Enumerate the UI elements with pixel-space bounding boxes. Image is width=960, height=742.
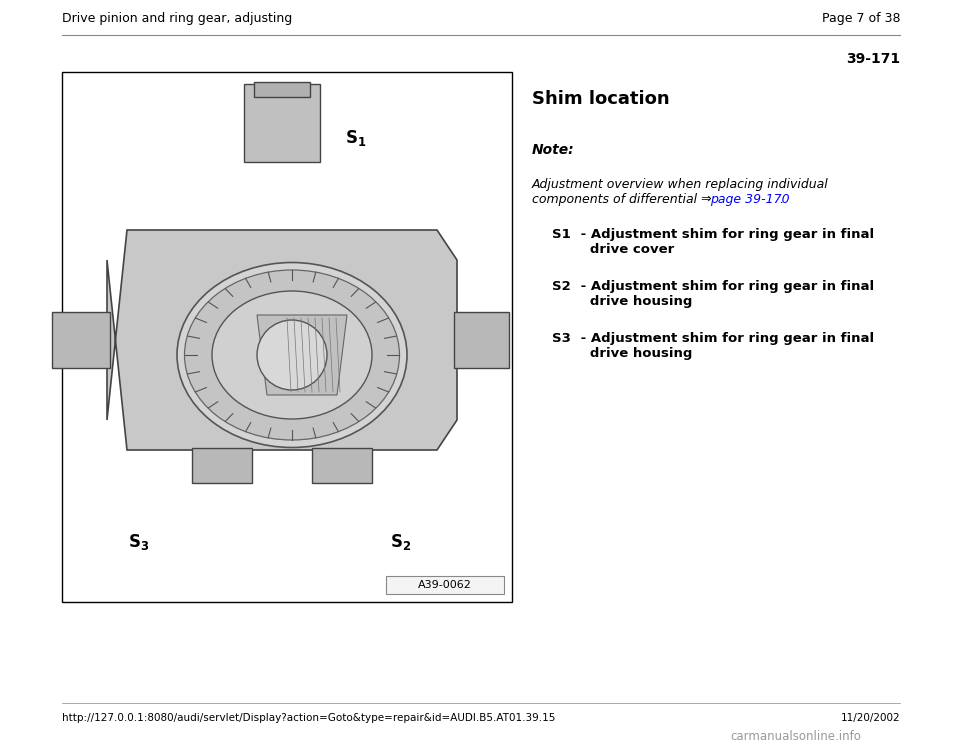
Text: components of differential ⇒: components of differential ⇒ bbox=[532, 193, 715, 206]
Text: Adjustment overview when replacing individual: Adjustment overview when replacing indiv… bbox=[532, 178, 828, 191]
Text: page 39-170: page 39-170 bbox=[710, 193, 790, 206]
Text: - Adjustment shim for ring gear in final: - Adjustment shim for ring gear in final bbox=[576, 228, 875, 241]
Text: - Adjustment shim for ring gear in final: - Adjustment shim for ring gear in final bbox=[576, 332, 875, 345]
Text: S3: S3 bbox=[552, 332, 571, 345]
Text: S2: S2 bbox=[552, 280, 571, 293]
Bar bbox=[454, 312, 509, 368]
Circle shape bbox=[257, 320, 327, 390]
Bar bbox=[386, 576, 504, 594]
Text: drive housing: drive housing bbox=[576, 295, 692, 308]
Bar bbox=[244, 84, 320, 162]
Ellipse shape bbox=[184, 270, 399, 440]
Text: .: . bbox=[776, 193, 784, 206]
Text: Note:: Note: bbox=[532, 143, 575, 157]
Text: drive cover: drive cover bbox=[576, 243, 674, 256]
Ellipse shape bbox=[212, 291, 372, 419]
Ellipse shape bbox=[177, 263, 407, 447]
Text: Shim location: Shim location bbox=[532, 90, 670, 108]
Text: A39-0062: A39-0062 bbox=[418, 580, 472, 590]
Bar bbox=[52, 312, 110, 368]
Text: $\mathbf{S_3}$: $\mathbf{S_3}$ bbox=[128, 532, 149, 552]
Text: - Adjustment shim for ring gear in final: - Adjustment shim for ring gear in final bbox=[576, 280, 875, 293]
Text: Page 7 of 38: Page 7 of 38 bbox=[822, 12, 900, 25]
Bar bbox=[192, 448, 252, 483]
Text: 39-171: 39-171 bbox=[846, 52, 900, 66]
Text: 11/20/2002: 11/20/2002 bbox=[840, 713, 900, 723]
Text: carmanualsonline.info: carmanualsonline.info bbox=[730, 730, 861, 742]
Text: $\mathbf{S_1}$: $\mathbf{S_1}$ bbox=[345, 128, 367, 148]
Text: Drive pinion and ring gear, adjusting: Drive pinion and ring gear, adjusting bbox=[62, 12, 292, 25]
Text: S1: S1 bbox=[552, 228, 571, 241]
Bar bbox=[254, 82, 310, 97]
Polygon shape bbox=[257, 315, 347, 395]
Bar bbox=[312, 448, 372, 483]
Polygon shape bbox=[107, 230, 457, 450]
Text: $\mathbf{S_2}$: $\mathbf{S_2}$ bbox=[390, 532, 411, 552]
Bar bbox=[62, 72, 512, 602]
Text: drive housing: drive housing bbox=[576, 347, 692, 360]
Text: http://127.0.0.1:8080/audi/servlet/Display?action=Goto&type=repair&id=AUDI.B5.AT: http://127.0.0.1:8080/audi/servlet/Displ… bbox=[62, 713, 556, 723]
